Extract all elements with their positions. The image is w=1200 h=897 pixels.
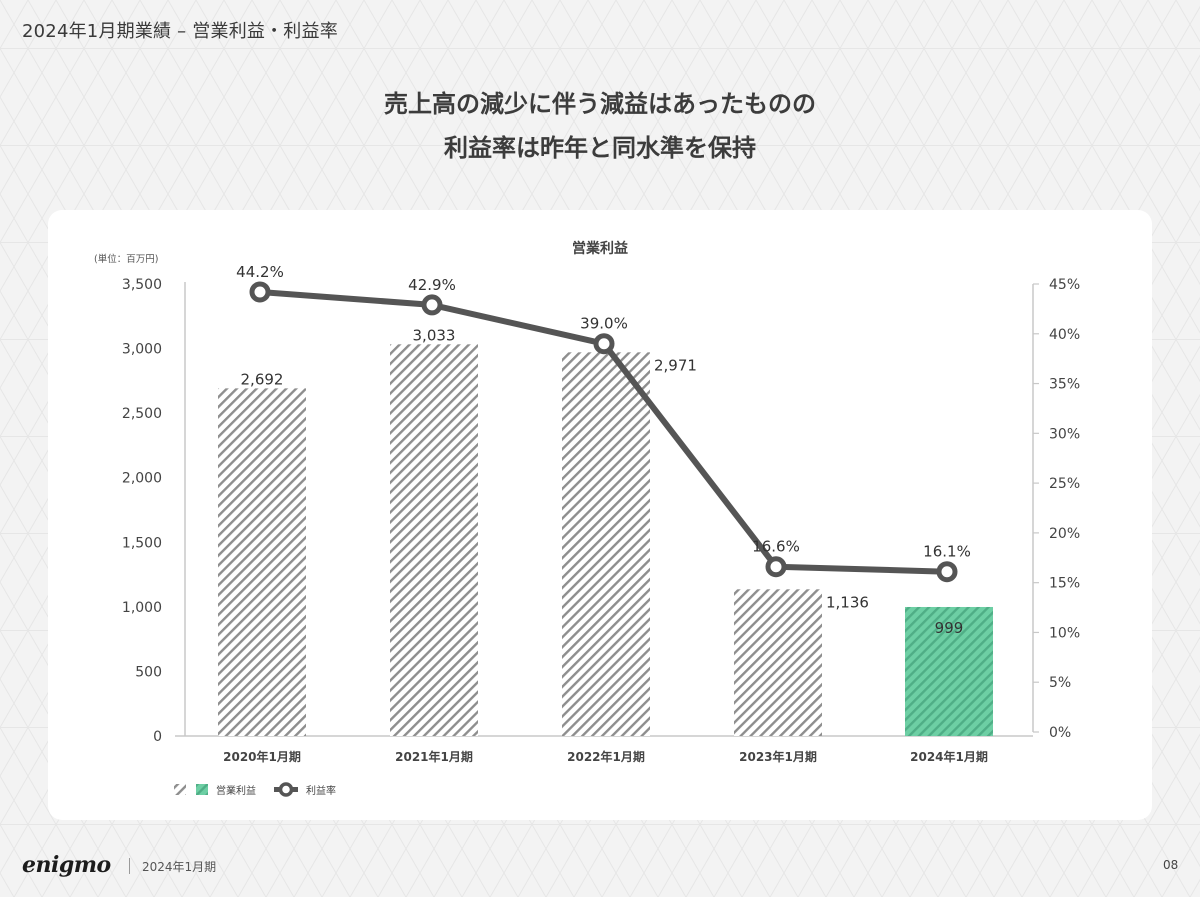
bar-value-label: 2,692 — [241, 370, 284, 388]
left-axis: 0 500 1,000 1,500 2,000 2,500 3,000 3,500 — [122, 277, 1033, 745]
right-axis-tick-label: 5% — [1049, 675, 1071, 691]
x-axis-category-label: 2024年1月期 — [910, 749, 988, 764]
headline: 売上高の減少に伴う減益はあったものの 利益率は昨年と同水準を保持 — [0, 82, 1200, 170]
bar-value-label: 999 — [935, 619, 964, 637]
legend: 営業利益 利益率 — [174, 782, 336, 797]
left-axis-tick-label: 2,000 — [122, 471, 162, 487]
bar-value-label: 1,136 — [826, 593, 869, 611]
right-axis-tick-label: 30% — [1049, 426, 1080, 442]
line-value-label: 16.6% — [752, 538, 800, 556]
bar-value-labels: 2,692 3,033 2,971 1,136 999 — [241, 326, 964, 637]
right-axis-tick-label: 10% — [1049, 625, 1080, 641]
left-axis-tick-label: 1,500 — [122, 535, 162, 551]
legend-swatch-gray-hatch — [174, 784, 186, 795]
line-point-marker — [249, 281, 271, 303]
bar-series-operating-profit — [218, 344, 993, 736]
x-axis-category-label: 2021年1月期 — [395, 749, 473, 764]
legend-item-profit-margin: 利益率 — [274, 782, 336, 797]
line-value-label: 44.2% — [236, 263, 284, 281]
right-axis-tick-label: 15% — [1049, 576, 1080, 592]
page-number: 08 — [1163, 858, 1179, 872]
left-axis-tick-label: 3,500 — [122, 277, 162, 293]
bar — [734, 589, 822, 736]
bar — [390, 344, 478, 736]
right-axis: 0% 5% 10% 15% 20% 25% 30% 35% 40% 45% — [1032, 277, 1080, 741]
x-axis-category-label: 2020年1月期 — [223, 749, 301, 764]
right-axis-tick-label: 35% — [1049, 377, 1080, 393]
left-axis-tick-label: 1,000 — [122, 600, 162, 616]
footer-divider — [129, 858, 130, 874]
legend-item-operating-profit: 営業利益 — [174, 784, 256, 797]
x-axis-labels: 2020年1月期 2021年1月期 2022年1月期 2023年1月期 2024年1月期 — [223, 749, 988, 764]
left-axis-tick-label: 3,000 — [122, 342, 162, 358]
line-point-marker — [421, 294, 443, 316]
bar-value-label: 3,033 — [413, 326, 456, 344]
line-point-marker — [593, 333, 615, 355]
bar-highlighted — [905, 606, 993, 736]
line-value-label: 42.9% — [408, 276, 456, 294]
line-value-label: 16.1% — [923, 543, 971, 561]
line-series-profit-margin — [249, 281, 958, 583]
line-point-marker — [765, 556, 787, 578]
left-axis-tick-label: 2,500 — [122, 406, 162, 422]
right-axis-tick-label: 20% — [1049, 526, 1080, 542]
enigmo-logo: enigmo — [22, 852, 111, 878]
legend-circle-marker-icon — [278, 782, 294, 797]
headline-line-1: 売上高の減少に伴う減益はあったものの — [384, 90, 816, 118]
page-header-title: 2024年1月期業績 – 営業利益・利益率 — [22, 21, 338, 42]
bar — [218, 388, 306, 736]
line-point-marker — [936, 561, 958, 583]
line-value-label: 39.0% — [580, 315, 628, 333]
unit-label: (単位：百万円) — [94, 253, 158, 265]
right-axis-tick-label: 45% — [1049, 277, 1080, 293]
x-axis-category-label: 2023年1月期 — [739, 749, 817, 764]
line-value-labels: 44.2% 42.9% 39.0% 16.6% 16.1% — [236, 263, 971, 561]
legend-label-profit-margin: 利益率 — [306, 784, 336, 797]
bar — [562, 352, 650, 736]
x-axis-category-label: 2022年1月期 — [567, 749, 645, 764]
headline-line-2: 利益率は昨年と同水準を保持 — [444, 134, 756, 162]
legend-swatch-green-hatch — [196, 784, 208, 795]
right-axis-tick-label: 40% — [1049, 327, 1080, 343]
right-axis-tick-label: 0% — [1049, 725, 1071, 741]
right-axis-tick-label: 25% — [1049, 476, 1080, 492]
chart-title: 営業利益 — [572, 240, 628, 257]
left-axis-tick-label: 500 — [135, 664, 162, 680]
footer-period: 2024年1月期 — [142, 860, 217, 874]
bar-value-label: 2,971 — [654, 356, 697, 374]
legend-label-operating-profit: 営業利益 — [216, 784, 256, 797]
left-axis-tick-label: 0 — [153, 729, 162, 745]
